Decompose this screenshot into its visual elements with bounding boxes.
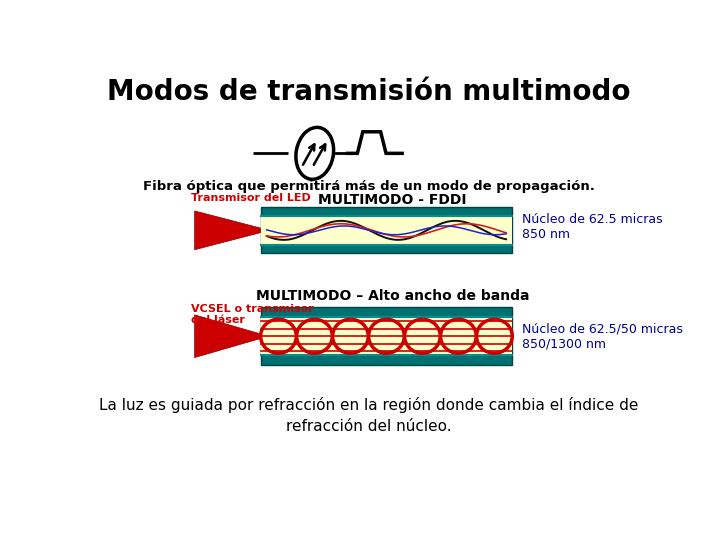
Ellipse shape: [441, 319, 476, 353]
Ellipse shape: [405, 319, 440, 353]
Ellipse shape: [297, 319, 333, 353]
Bar: [261, 307, 513, 365]
Text: Transmisor del LED: Transmisor del LED: [191, 193, 310, 204]
Text: VCSEL o transmisor
del láser: VCSEL o transmisor del láser: [191, 303, 313, 325]
Text: Núcleo de 62.5/50 micras
850/1300 nm: Núcleo de 62.5/50 micras 850/1300 nm: [522, 322, 683, 350]
Polygon shape: [194, 315, 261, 357]
Text: La luz es guiada por refracción en la región donde cambia el índice de
refracció: La luz es guiada por refracción en la re…: [99, 397, 639, 434]
Bar: [261, 215, 513, 245]
Text: MULTIMODO – Alto ancho de banda: MULTIMODO – Alto ancho de banda: [256, 289, 529, 303]
Ellipse shape: [477, 319, 512, 353]
Text: MULTIMODO - FDDI: MULTIMODO - FDDI: [318, 193, 467, 206]
Ellipse shape: [261, 319, 297, 353]
Text: Núcleo de 62.5 micras
850 nm: Núcleo de 62.5 micras 850 nm: [522, 213, 662, 241]
Polygon shape: [194, 211, 261, 250]
Ellipse shape: [369, 319, 405, 353]
Bar: [261, 207, 513, 253]
Text: Fibra óptica que permitirá más de un modo de propagación.: Fibra óptica que permitirá más de un mod…: [143, 180, 595, 193]
Text: Modos de transmisión multimodo: Modos de transmisión multimodo: [107, 78, 631, 106]
Bar: [261, 318, 513, 355]
Ellipse shape: [333, 319, 369, 353]
